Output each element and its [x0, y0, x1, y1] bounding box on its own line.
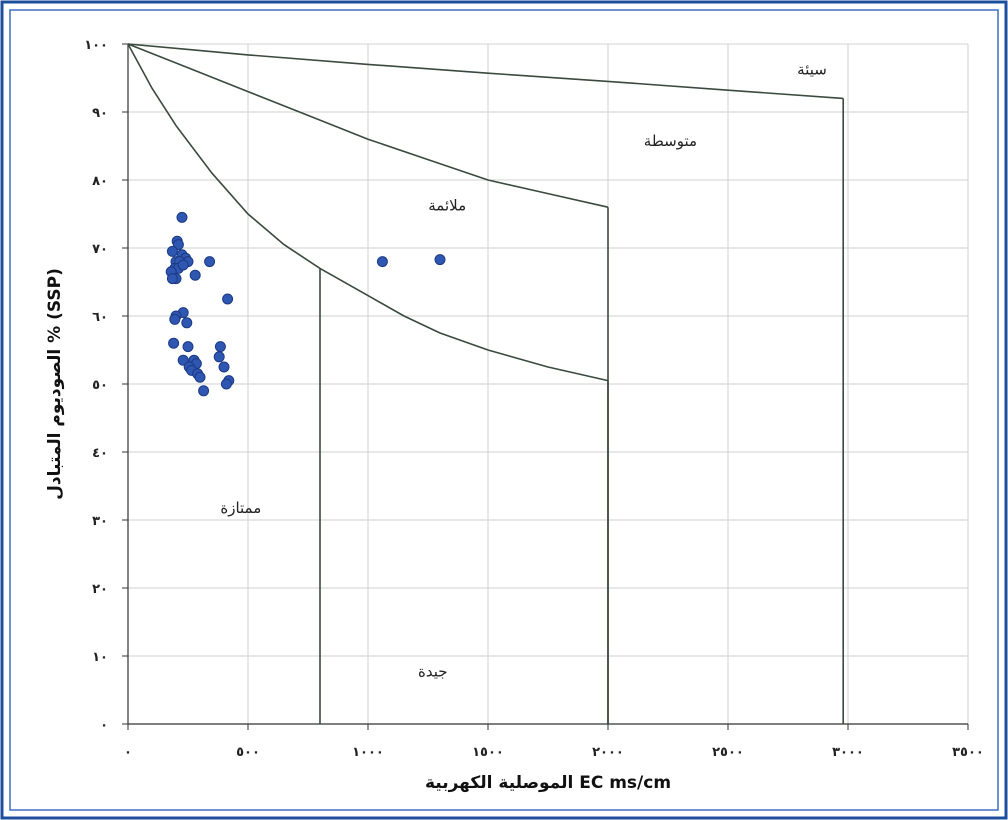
data-point-21 [181, 317, 193, 329]
y-tick-labels: ٠ ١٠ ٢٠ ٣٠ ٤٠ ٥٠ ٦٠ ٧٠ ٨٠ ٩٠ ١٠٠ [84, 38, 108, 733]
y-tick-label-9: ٩٠ [92, 106, 108, 121]
data-point-23 [214, 341, 226, 353]
axes [122, 43, 969, 730]
data-point-33 [194, 371, 206, 383]
data-point-2 [172, 239, 184, 251]
y-tick-label-3: ٣٠ [92, 514, 108, 529]
data-point-38 [434, 254, 446, 266]
data-point-25 [213, 351, 225, 363]
y-tick-label-7: ٧٠ [92, 242, 108, 257]
zone-label-1: متوسطة [644, 132, 697, 150]
y-tick-label-6: ٦٠ [92, 310, 108, 325]
classification-boundaries [127, 43, 844, 724]
x-tick-label-5: ٢٥٠٠ [712, 745, 744, 760]
y-axis-title: الصوديوم المتبادل % (SSP) [45, 268, 65, 500]
data-point-12 [177, 259, 189, 271]
x-tick-label-1: ٥٠٠ [236, 745, 260, 760]
data-point-22 [168, 337, 180, 349]
x-tick-label-0: ٠ [124, 745, 132, 760]
zone-label-2: ملائمة [428, 197, 466, 215]
zone-labels: سيئة متوسطة ملائمة ممتازة جيدة [220, 61, 826, 681]
y-tick-label-4: ٤٠ [92, 446, 108, 461]
zone-label-3: ممتازة [220, 499, 261, 517]
x-tick-label-2: ١٠٠٠ [352, 745, 384, 760]
x-axis-title: الموصلية الكهربية EC ms/cm [425, 773, 671, 793]
y-tick-label-0: ٠ [100, 718, 108, 733]
data-point-0 [176, 211, 188, 223]
data-point-35 [220, 378, 232, 390]
data-point-36 [198, 385, 210, 397]
x-tick-label-3: ١٥٠٠ [472, 745, 504, 760]
boundary-line-0 [127, 43, 844, 100]
data-point-29 [218, 361, 230, 373]
y-tick-label-5: ٥٠ [92, 378, 108, 393]
grid-lines [128, 43, 969, 724]
y-tick-label-1: ١٠ [92, 650, 108, 665]
data-point-37 [376, 256, 388, 268]
data-point-3 [166, 245, 178, 257]
x-tick-label-6: ٣٠٠٠ [832, 745, 864, 760]
data-point-24 [182, 341, 194, 353]
data-point-9 [204, 256, 216, 268]
x-tick-labels: ٠ ٥٠٠ ١٠٠٠ ١٥٠٠ ٢٠٠٠ ٢٥٠٠ ٣٠٠٠ ٣٥٠٠ [124, 745, 984, 760]
data-point-16 [166, 273, 178, 285]
inner-border [9, 9, 999, 811]
data-points [165, 211, 446, 397]
y-tick-label-8: ٨٠ [92, 174, 108, 189]
data-point-14 [189, 269, 201, 281]
data-point-17 [222, 293, 234, 305]
y-tick-label-10: ١٠٠ [84, 38, 108, 53]
x-tick-label-4: ٢٠٠٠ [592, 745, 624, 760]
boundary-line-2 [127, 43, 609, 208]
data-point-20 [169, 313, 181, 325]
zone-label-4: جيدة [418, 662, 448, 680]
x-tick-label-7: ٣٥٠٠ [952, 745, 984, 760]
y-tick-label-2: ٢٠ [92, 582, 108, 597]
zone-label-0: سيئة [797, 61, 827, 79]
data-point-26 [177, 354, 189, 366]
